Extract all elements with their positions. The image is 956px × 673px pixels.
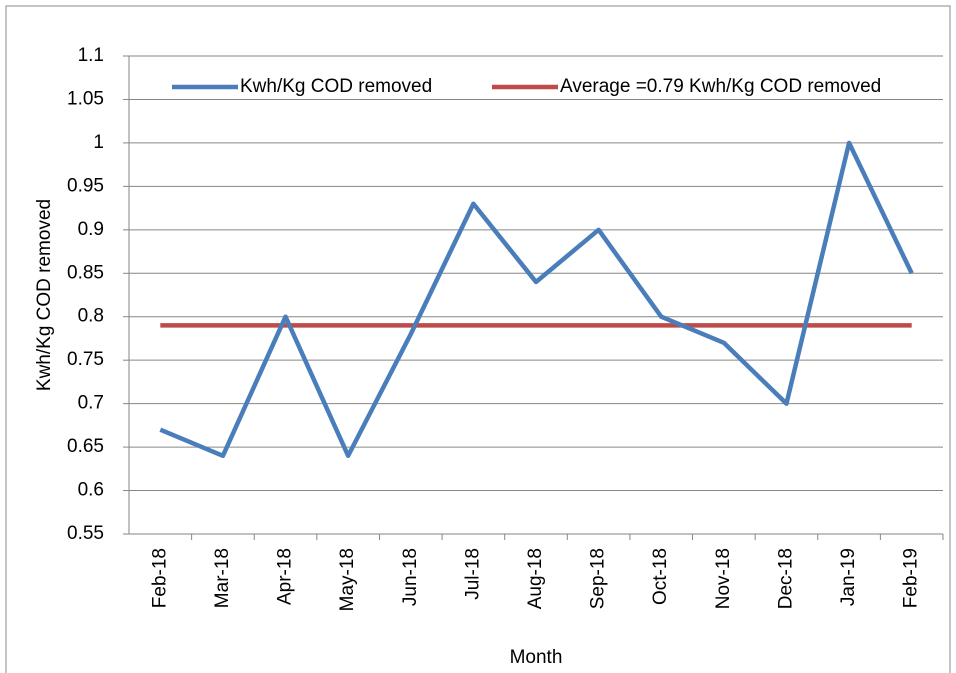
y-tick-label: 1.1 xyxy=(78,45,104,66)
x-tick-label: Jul-18 xyxy=(462,548,483,600)
x-tick-label: Oct-18 xyxy=(650,548,671,605)
x-tick-label: Feb-19 xyxy=(901,548,922,608)
x-tick-label: Dec-18 xyxy=(775,548,796,609)
x-tick-label: Feb-18 xyxy=(149,548,170,608)
y-tick-label: 0.9 xyxy=(78,219,104,240)
x-tick-label: Nov-18 xyxy=(713,548,734,609)
y-tick-label: 0.7 xyxy=(78,393,104,414)
legend-label: Kwh/Kg COD removed xyxy=(240,76,432,97)
y-axis-label: Kwh/Kg COD removed xyxy=(34,199,55,391)
y-tick-label: 0.8 xyxy=(78,306,104,327)
y-tick-label: 0.65 xyxy=(67,436,104,457)
data-line xyxy=(159,140,914,459)
x-axis-label: Month xyxy=(510,647,563,668)
x-tick-label: Aug-18 xyxy=(525,548,546,609)
chart-border xyxy=(5,5,951,673)
y-tick-label: 1 xyxy=(93,132,104,153)
y-tick-label: 0.55 xyxy=(67,523,104,544)
x-tick-label: Jun-18 xyxy=(400,548,421,606)
x-tick-label: Sep-18 xyxy=(588,548,609,609)
y-tick-label: 0.95 xyxy=(67,175,104,196)
x-tick-label: Jan-19 xyxy=(838,548,859,606)
y-tick-label: 1.05 xyxy=(67,88,104,109)
x-tick-label: May-18 xyxy=(337,548,358,611)
y-tick-label: 0.75 xyxy=(67,349,104,370)
y-tick-label: 0.85 xyxy=(67,262,104,283)
x-tick-label: Apr-18 xyxy=(275,548,296,605)
legend-label: Average =0.79 Kwh/Kg COD removed xyxy=(560,76,881,97)
y-tick-label: 0.6 xyxy=(78,480,104,501)
x-tick-label: Mar-18 xyxy=(212,548,233,608)
